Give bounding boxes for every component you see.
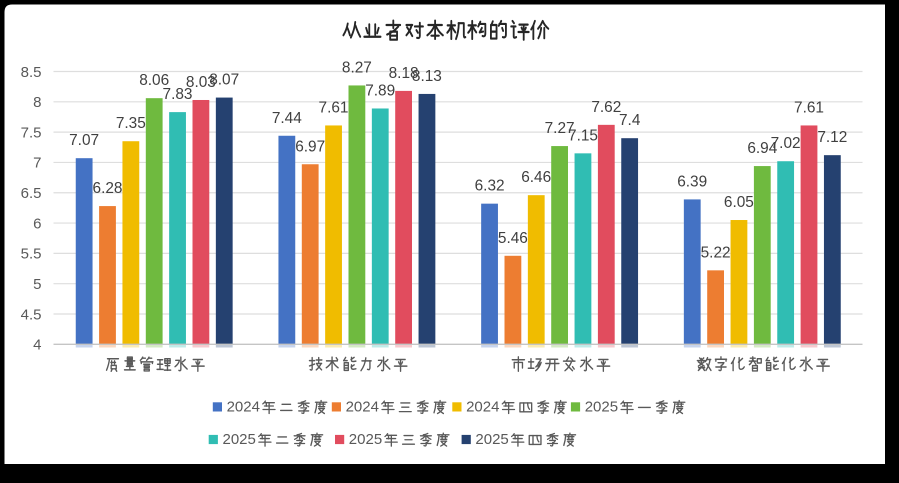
svg-text:5.46: 5.46 [498, 230, 528, 247]
svg-text:8.27: 8.27 [342, 59, 372, 76]
svg-text:2025: 2025 [349, 431, 382, 448]
svg-text:6.5: 6.5 [21, 185, 42, 202]
svg-text:7.61: 7.61 [319, 100, 349, 117]
svg-text:6.46: 6.46 [521, 169, 551, 186]
svg-text:8: 8 [33, 94, 41, 111]
svg-text:8.07: 8.07 [209, 72, 239, 89]
svg-text:6.05: 6.05 [724, 194, 754, 211]
svg-text:2025: 2025 [223, 431, 256, 448]
svg-text:6.32: 6.32 [475, 178, 505, 195]
svg-text:2025: 2025 [475, 431, 508, 448]
svg-text:8.5: 8.5 [21, 64, 42, 81]
svg-text:7.89: 7.89 [365, 83, 395, 100]
svg-text:2024: 2024 [346, 399, 379, 416]
svg-text:8.18: 8.18 [389, 65, 419, 82]
svg-text:2024: 2024 [227, 399, 260, 416]
svg-text:6.97: 6.97 [295, 138, 325, 155]
svg-text:6: 6 [33, 215, 41, 232]
svg-text:7: 7 [33, 155, 41, 172]
svg-text:2025: 2025 [585, 399, 618, 416]
svg-text:7.27: 7.27 [545, 120, 575, 137]
svg-text:7.12: 7.12 [817, 129, 847, 146]
svg-text:8.13: 8.13 [412, 68, 442, 85]
svg-text:7.35: 7.35 [116, 115, 146, 132]
svg-text:5: 5 [33, 276, 41, 293]
svg-text:7.07: 7.07 [69, 132, 99, 149]
svg-text:7.61: 7.61 [794, 100, 824, 117]
svg-text:7.5: 7.5 [21, 124, 42, 141]
svg-text:7.62: 7.62 [591, 99, 621, 116]
svg-text:8.03: 8.03 [186, 74, 216, 91]
svg-text:4.5: 4.5 [21, 306, 42, 323]
svg-text:7.4: 7.4 [619, 112, 641, 129]
svg-text:4: 4 [33, 337, 41, 354]
svg-text:7.15: 7.15 [568, 127, 598, 144]
svg-text:7.02: 7.02 [771, 135, 801, 152]
svg-text:5.22: 5.22 [701, 244, 731, 261]
svg-text:6.28: 6.28 [93, 180, 123, 197]
svg-text:7.44: 7.44 [272, 110, 302, 127]
svg-text:7.83: 7.83 [163, 86, 193, 103]
svg-text:6.94: 6.94 [747, 140, 777, 157]
svg-text:8.06: 8.06 [139, 72, 169, 89]
svg-text:6.39: 6.39 [677, 173, 707, 190]
svg-text:5.5: 5.5 [21, 246, 42, 263]
svg-text:2024: 2024 [466, 399, 499, 416]
